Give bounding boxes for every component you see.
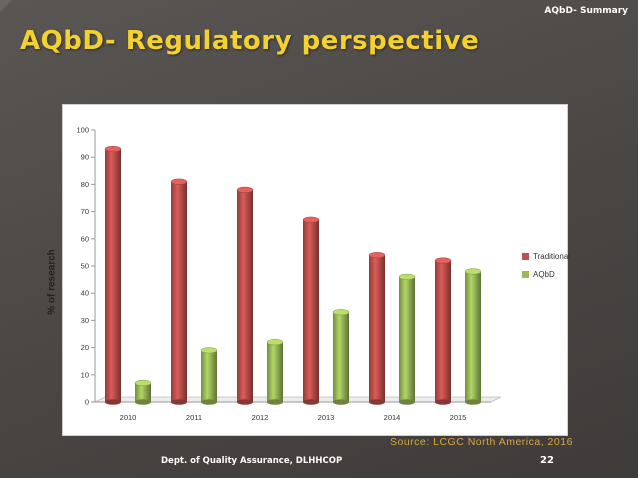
y-axis-label: % of research xyxy=(46,249,58,315)
x-tick-label: 2012 xyxy=(252,413,269,422)
bar-traditional-2015 xyxy=(435,260,451,402)
bar-aqbd-2011 xyxy=(201,350,217,402)
y-tick-label: 60 xyxy=(81,234,89,243)
bar-traditional-2014 xyxy=(369,255,385,402)
y-tick-label: 20 xyxy=(81,343,89,352)
y-tick-label: 30 xyxy=(81,316,89,325)
footer-department: Dept. of Quality Assurance, DLHHCOP xyxy=(161,456,343,466)
bar-traditional-2015-base xyxy=(435,399,451,405)
bar-aqbd-2013-base xyxy=(333,399,349,405)
bar-chart: 0 10 20 30 40 50 60 70 80 90 100 2010 2011 2012 2013 20… xyxy=(76,126,502,422)
chart-legend: Traditional AQbD xyxy=(522,252,570,288)
bar-aqbd-2014 xyxy=(399,276,415,402)
bar-traditional-2012-top xyxy=(236,186,254,193)
y-tick-label: 10 xyxy=(81,370,89,379)
source-citation: Source: LCGC North America, 2016 xyxy=(390,436,573,448)
bar-traditional-2012 xyxy=(237,189,253,402)
page-number: 22 xyxy=(540,455,554,466)
bar-aqbd-2013-top xyxy=(332,309,350,316)
legend-label-traditional: Traditional xyxy=(533,252,571,261)
y-tick-label: 90 xyxy=(81,153,89,162)
y-tick-label: 70 xyxy=(81,207,89,216)
legend-label-aqbd: AQbD xyxy=(533,270,555,279)
bar-aqbd-2013 xyxy=(333,312,349,402)
bar-traditional-2010-base xyxy=(105,399,121,405)
y-tick-label: 80 xyxy=(81,180,89,189)
y-tick-label: 100 xyxy=(76,126,89,135)
bar-aqbd-2015 xyxy=(465,271,481,402)
y-tick-label: 40 xyxy=(81,289,89,298)
x-tick-label: 2011 xyxy=(186,413,202,422)
slide-title: AQbD- Regulatory perspective xyxy=(20,26,480,56)
bar-aqbd-2012-base xyxy=(267,399,283,405)
bar-traditional-2010-top xyxy=(104,145,122,153)
bar-aqbd-2012 xyxy=(267,342,283,402)
x-tick-label: 2015 xyxy=(450,413,467,422)
chart-panel: 0 10 20 30 40 50 60 70 80 90 100 2010 2011 2012 2013 20… xyxy=(62,104,568,436)
bar-traditional-2010 xyxy=(105,149,121,402)
x-tick-label: 2010 xyxy=(120,413,137,422)
bar-aqbd-2015-base xyxy=(465,399,481,405)
bar-traditional-2014-top xyxy=(368,252,386,259)
bar-traditional-2013-base xyxy=(303,399,319,405)
bar-aqbd-2015-top xyxy=(464,268,482,275)
bar-traditional-2015-top xyxy=(434,257,452,264)
bar-aqbd-2011-top xyxy=(200,347,218,354)
bar-aqbd-2014-base xyxy=(399,399,415,405)
legend-swatch-aqbd xyxy=(522,271,529,278)
y-tick-label: 50 xyxy=(81,262,89,271)
bar-traditional-2012-base xyxy=(237,399,253,405)
bar-aqbd-2014-top xyxy=(398,273,416,280)
legend-item-traditional: Traditional xyxy=(522,252,570,261)
corner-decoration xyxy=(0,0,12,12)
bar-aqbd-2012-top xyxy=(266,339,284,346)
slide-caption: AQbD- Summary xyxy=(544,6,628,16)
x-tick-label: 2014 xyxy=(384,413,401,422)
x-tick-label: 2013 xyxy=(318,413,335,422)
legend-swatch-traditional xyxy=(522,253,529,260)
bar-traditional-2013 xyxy=(303,219,319,402)
bar-aqbd-2010-base xyxy=(135,399,151,405)
bar-traditional-2011 xyxy=(171,181,187,402)
bar-traditional-2013-top xyxy=(302,216,320,223)
bar-traditional-2011-base xyxy=(171,399,187,405)
bar-aqbd-2010-top xyxy=(134,379,152,387)
bar-traditional-2014-base xyxy=(369,399,385,405)
bar-aqbd-2011-base xyxy=(201,399,217,405)
y-tick-label: 0 xyxy=(85,398,89,407)
bar-aqbd-2010 xyxy=(135,382,151,402)
legend-item-aqbd: AQbD xyxy=(522,270,570,279)
bar-traditional-2011-top xyxy=(170,178,188,185)
